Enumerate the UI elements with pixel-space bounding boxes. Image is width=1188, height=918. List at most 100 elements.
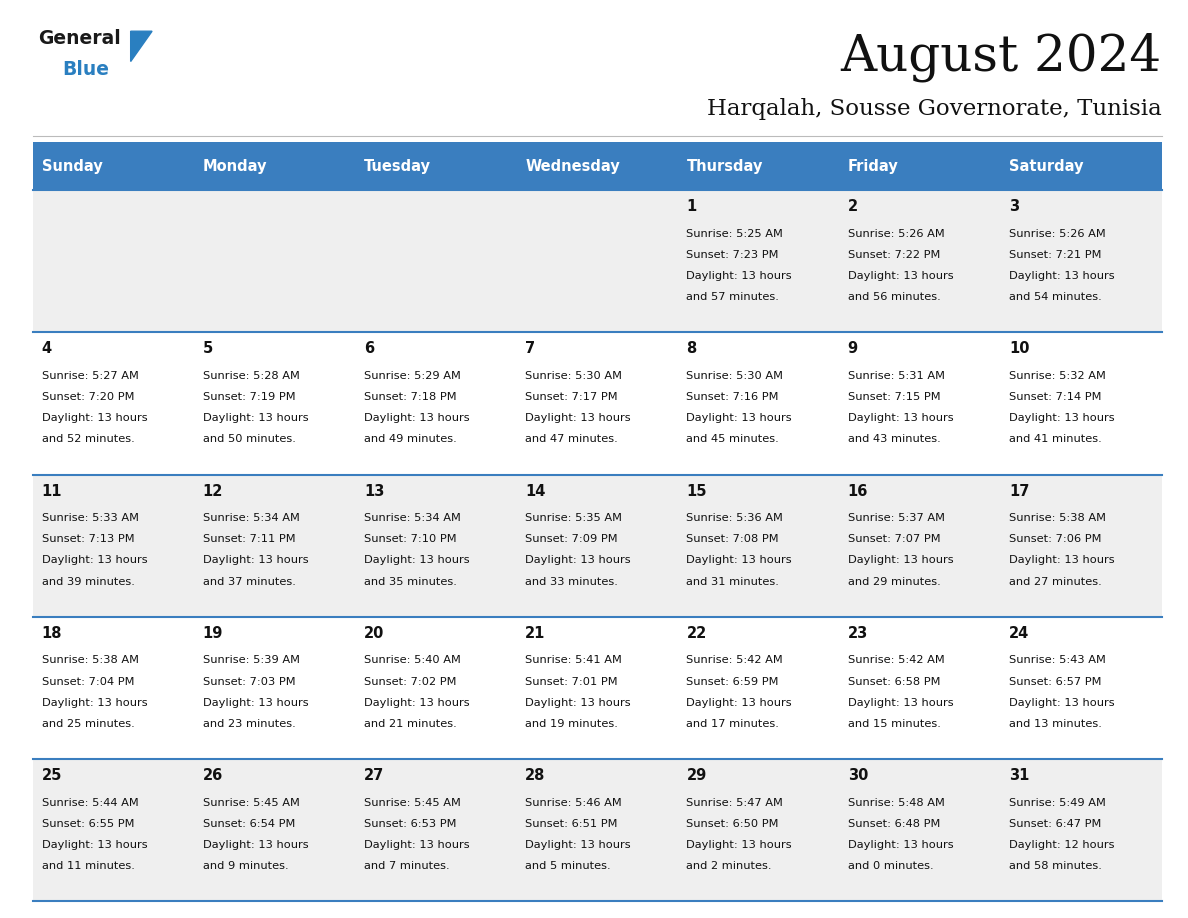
Text: Sunrise: 5:45 AM: Sunrise: 5:45 AM <box>364 798 461 808</box>
Bar <box>678 142 840 190</box>
Bar <box>33 332 1162 475</box>
Text: Sunrise: 5:42 AM: Sunrise: 5:42 AM <box>848 655 944 666</box>
Text: Saturday: Saturday <box>1009 159 1083 174</box>
Text: 7: 7 <box>525 341 536 356</box>
Text: Sunrise: 5:34 AM: Sunrise: 5:34 AM <box>364 513 461 523</box>
Text: 6: 6 <box>364 341 374 356</box>
Text: and 31 minutes.: and 31 minutes. <box>687 577 779 587</box>
Text: Daylight: 13 hours: Daylight: 13 hours <box>42 413 147 423</box>
Text: Sunset: 7:19 PM: Sunset: 7:19 PM <box>203 392 296 402</box>
Text: Sunrise: 5:31 AM: Sunrise: 5:31 AM <box>848 371 944 381</box>
Text: Sunrise: 5:43 AM: Sunrise: 5:43 AM <box>1009 655 1106 666</box>
Text: Sunset: 7:07 PM: Sunset: 7:07 PM <box>848 534 941 544</box>
Text: Daylight: 13 hours: Daylight: 13 hours <box>687 698 792 708</box>
Text: and 39 minutes.: and 39 minutes. <box>42 577 134 587</box>
Text: Sunset: 7:22 PM: Sunset: 7:22 PM <box>848 250 940 260</box>
Text: 27: 27 <box>364 768 384 783</box>
Polygon shape <box>131 31 152 62</box>
Text: Sunset: 7:23 PM: Sunset: 7:23 PM <box>687 250 779 260</box>
Text: Harqalah, Sousse Governorate, Tunisia: Harqalah, Sousse Governorate, Tunisia <box>707 98 1162 120</box>
Text: and 25 minutes.: and 25 minutes. <box>42 719 134 729</box>
Text: 26: 26 <box>203 768 223 783</box>
Text: and 7 minutes.: and 7 minutes. <box>364 861 450 871</box>
Text: 30: 30 <box>848 768 868 783</box>
Text: and 27 minutes.: and 27 minutes. <box>1009 577 1101 587</box>
Text: Sunrise: 5:29 AM: Sunrise: 5:29 AM <box>364 371 461 381</box>
Text: and 11 minutes.: and 11 minutes. <box>42 861 134 871</box>
Text: 22: 22 <box>687 626 707 641</box>
Bar <box>33 475 1162 617</box>
Text: Sunrise: 5:39 AM: Sunrise: 5:39 AM <box>203 655 299 666</box>
Text: Sunset: 6:58 PM: Sunset: 6:58 PM <box>848 677 940 687</box>
Text: and 21 minutes.: and 21 minutes. <box>364 719 457 729</box>
Text: 19: 19 <box>203 626 223 641</box>
Text: Daylight: 13 hours: Daylight: 13 hours <box>687 413 792 423</box>
Text: 17: 17 <box>1009 484 1029 498</box>
Text: Sunrise: 5:49 AM: Sunrise: 5:49 AM <box>1009 798 1106 808</box>
Text: Sunset: 6:57 PM: Sunset: 6:57 PM <box>1009 677 1101 687</box>
Text: Sunrise: 5:26 AM: Sunrise: 5:26 AM <box>1009 229 1106 239</box>
Text: and 13 minutes.: and 13 minutes. <box>1009 719 1101 729</box>
Text: Blue: Blue <box>62 60 109 79</box>
Text: Daylight: 13 hours: Daylight: 13 hours <box>1009 555 1114 565</box>
Text: 5: 5 <box>203 341 213 356</box>
Text: Sunrise: 5:26 AM: Sunrise: 5:26 AM <box>848 229 944 239</box>
Text: 18: 18 <box>42 626 62 641</box>
Text: Wednesday: Wednesday <box>525 159 620 174</box>
Text: Sunset: 7:11 PM: Sunset: 7:11 PM <box>203 534 296 544</box>
Text: 25: 25 <box>42 768 62 783</box>
Text: 14: 14 <box>525 484 545 498</box>
Text: Sunrise: 5:27 AM: Sunrise: 5:27 AM <box>42 371 139 381</box>
Text: 11: 11 <box>42 484 62 498</box>
Text: and 35 minutes.: and 35 minutes. <box>364 577 457 587</box>
Text: Sunrise: 5:44 AM: Sunrise: 5:44 AM <box>42 798 138 808</box>
Text: Sunrise: 5:37 AM: Sunrise: 5:37 AM <box>848 513 944 523</box>
Text: Daylight: 13 hours: Daylight: 13 hours <box>364 698 469 708</box>
Text: Daylight: 13 hours: Daylight: 13 hours <box>848 271 953 281</box>
Text: and 33 minutes.: and 33 minutes. <box>525 577 618 587</box>
Text: Sunset: 6:55 PM: Sunset: 6:55 PM <box>42 819 134 829</box>
Text: 15: 15 <box>687 484 707 498</box>
Text: Daylight: 13 hours: Daylight: 13 hours <box>525 413 631 423</box>
Text: Sunset: 7:21 PM: Sunset: 7:21 PM <box>1009 250 1101 260</box>
Text: 4: 4 <box>42 341 52 356</box>
Text: 20: 20 <box>364 626 385 641</box>
Text: and 49 minutes.: and 49 minutes. <box>364 434 457 444</box>
Text: 8: 8 <box>687 341 696 356</box>
Text: and 50 minutes.: and 50 minutes. <box>203 434 296 444</box>
Bar <box>1000 142 1162 190</box>
Text: Daylight: 13 hours: Daylight: 13 hours <box>687 840 792 850</box>
Text: and 43 minutes.: and 43 minutes. <box>848 434 941 444</box>
Text: 3: 3 <box>1009 199 1019 214</box>
Text: Daylight: 13 hours: Daylight: 13 hours <box>848 413 953 423</box>
Bar <box>355 142 517 190</box>
Text: Sunset: 6:54 PM: Sunset: 6:54 PM <box>203 819 295 829</box>
Text: and 23 minutes.: and 23 minutes. <box>203 719 296 729</box>
Text: and 19 minutes.: and 19 minutes. <box>525 719 618 729</box>
Text: Daylight: 13 hours: Daylight: 13 hours <box>1009 413 1114 423</box>
Text: 28: 28 <box>525 768 545 783</box>
Text: Sunset: 6:51 PM: Sunset: 6:51 PM <box>525 819 618 829</box>
Bar <box>517 142 678 190</box>
Text: Sunset: 7:04 PM: Sunset: 7:04 PM <box>42 677 134 687</box>
Text: and 41 minutes.: and 41 minutes. <box>1009 434 1101 444</box>
Text: 29: 29 <box>687 768 707 783</box>
Text: Daylight: 13 hours: Daylight: 13 hours <box>848 698 953 708</box>
Bar <box>840 142 1000 190</box>
Text: Sunset: 7:01 PM: Sunset: 7:01 PM <box>525 677 618 687</box>
Text: Friday: Friday <box>848 159 898 174</box>
Text: Sunset: 7:20 PM: Sunset: 7:20 PM <box>42 392 134 402</box>
Text: Daylight: 13 hours: Daylight: 13 hours <box>42 555 147 565</box>
Text: Daylight: 13 hours: Daylight: 13 hours <box>364 840 469 850</box>
Text: 24: 24 <box>1009 626 1029 641</box>
Text: Sunset: 7:03 PM: Sunset: 7:03 PM <box>203 677 296 687</box>
Text: and 9 minutes.: and 9 minutes. <box>203 861 289 871</box>
Text: and 47 minutes.: and 47 minutes. <box>525 434 618 444</box>
Text: 2: 2 <box>848 199 858 214</box>
Text: Sunset: 6:50 PM: Sunset: 6:50 PM <box>687 819 779 829</box>
Text: Daylight: 13 hours: Daylight: 13 hours <box>1009 271 1114 281</box>
Bar <box>195 142 355 190</box>
Text: and 57 minutes.: and 57 minutes. <box>687 292 779 302</box>
Text: Sunrise: 5:45 AM: Sunrise: 5:45 AM <box>203 798 299 808</box>
Text: Daylight: 13 hours: Daylight: 13 hours <box>42 840 147 850</box>
